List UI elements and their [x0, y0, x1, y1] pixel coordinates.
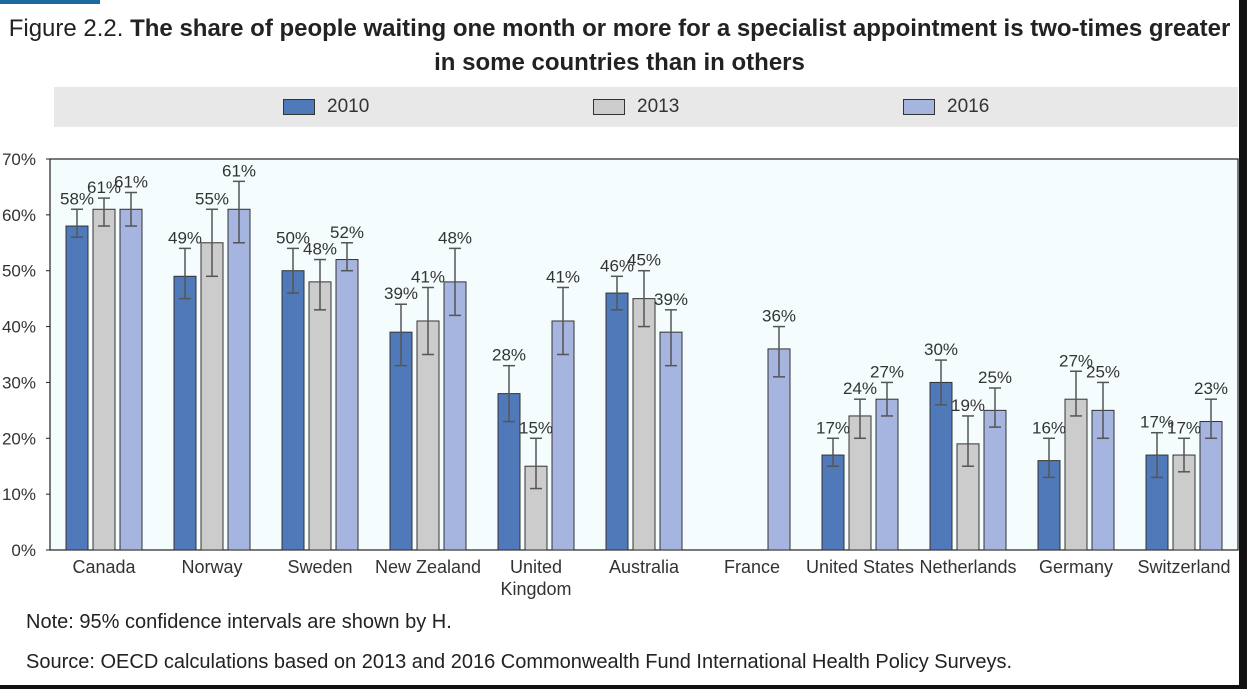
bar-2016 [767, 348, 791, 551]
data-label: 39% [654, 290, 688, 309]
bar-2010 [605, 292, 629, 551]
top-accent-bar [0, 0, 100, 4]
data-label: 25% [1086, 362, 1120, 381]
data-label: 17% [1167, 418, 1201, 437]
bar-2016 [551, 320, 575, 551]
bar-2010 [281, 270, 305, 551]
y-tick-label: 10% [2, 485, 36, 504]
figure-title: Figure 2.2. The share of people waiting … [0, 12, 1239, 80]
bar-2016 [875, 398, 899, 551]
data-label: 48% [303, 240, 337, 259]
data-label: 45% [627, 251, 661, 270]
data-label: 58% [60, 189, 94, 208]
data-label: 52% [330, 223, 364, 242]
x-tick-label: Switzerland [1137, 557, 1230, 577]
data-label: 30% [924, 340, 958, 359]
data-label: 17% [816, 418, 850, 437]
data-label: 27% [1059, 351, 1093, 370]
bar-2010 [173, 275, 197, 551]
figure-headline-line1: The share of people waiting one month or… [130, 15, 1231, 42]
data-label: 27% [870, 362, 904, 381]
x-tick-label: France [724, 557, 780, 577]
bar-2013 [200, 242, 224, 551]
data-label: 25% [978, 368, 1012, 387]
y-tick-label: 30% [2, 373, 36, 392]
data-label: 48% [438, 228, 472, 247]
bar-2013 [92, 208, 116, 551]
chart-source: Source: OECD calculations based on 2013 … [26, 651, 1013, 673]
bar-2016 [1199, 421, 1223, 551]
x-tick-label: Australia [609, 557, 680, 577]
legend-label-2010: 2010 [327, 96, 370, 117]
bar-2013 [308, 281, 332, 551]
y-tick-label: 60% [2, 206, 36, 225]
figure-headline-line2: in some countries than in others [434, 49, 805, 76]
data-label: 36% [762, 307, 796, 326]
figure-number: Figure 2.2. [8, 15, 124, 42]
legend-item-2010: 2010 [283, 96, 369, 118]
bar-2013 [632, 298, 656, 551]
x-tick-label: New Zealand [375, 557, 481, 577]
data-label: 61% [114, 173, 148, 192]
x-tick-label: United States [806, 557, 914, 577]
data-label: 17% [1140, 413, 1174, 432]
data-label: 24% [843, 379, 877, 398]
x-tick-label: Netherlands [919, 557, 1016, 577]
y-tick-label: 70% [2, 150, 36, 169]
data-label: 23% [1194, 379, 1228, 398]
data-label: 19% [951, 396, 985, 415]
y-tick-label: 20% [2, 429, 36, 448]
chart-note: Note: 95% confidence intervals are shown… [26, 611, 452, 633]
bottom-border [0, 685, 1247, 689]
data-label: 41% [546, 267, 580, 286]
x-tick-label: Kingdom [500, 579, 571, 599]
legend-swatch-2010 [283, 99, 315, 115]
legend-swatch-2016 [903, 99, 935, 115]
data-label: 61% [222, 161, 256, 180]
data-label: 16% [1032, 418, 1066, 437]
data-label: 55% [195, 189, 229, 208]
y-tick-label: 40% [2, 318, 36, 337]
bar-2013 [416, 320, 440, 551]
data-label: 49% [168, 228, 202, 247]
bar-2016 [335, 259, 359, 551]
chart-legend: 2010 2013 2016 [54, 87, 1238, 127]
bar-2010 [929, 381, 953, 551]
x-tick-label: Canada [72, 557, 136, 577]
x-tick-label: Sweden [287, 557, 352, 577]
data-label: 15% [519, 418, 553, 437]
x-tick-label: United [510, 557, 562, 577]
right-border [1239, 0, 1247, 689]
legend-item-2016: 2016 [903, 96, 989, 118]
data-label: 41% [411, 267, 445, 286]
bar-2016 [443, 281, 467, 551]
bar-2016 [983, 409, 1007, 551]
legend-label-2016: 2016 [947, 96, 990, 117]
bar-2016 [227, 208, 251, 551]
data-label: 50% [276, 228, 310, 247]
bar-2016 [119, 208, 143, 551]
y-tick-label: 0% [11, 541, 36, 560]
x-tick-label: Norway [181, 557, 242, 577]
legend-swatch-2013 [593, 99, 625, 115]
bar-2010 [65, 225, 89, 551]
legend-item-2013: 2013 [593, 96, 679, 118]
data-label: 39% [384, 284, 418, 303]
bar-2010 [821, 454, 845, 551]
data-label: 46% [600, 256, 634, 275]
x-tick-label: Germany [1039, 557, 1113, 577]
bar-2013 [1064, 398, 1088, 551]
data-label: 28% [492, 346, 526, 365]
y-tick-label: 50% [2, 262, 36, 281]
legend-label-2013: 2013 [637, 96, 680, 117]
data-label: 61% [87, 178, 121, 197]
